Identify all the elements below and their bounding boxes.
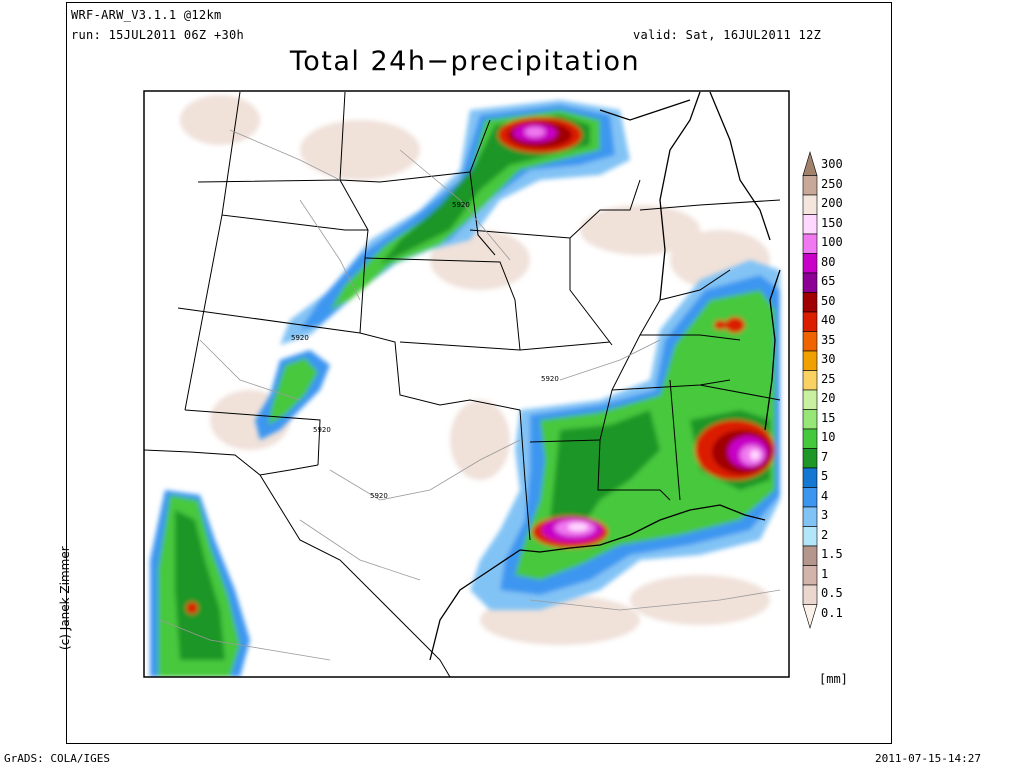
colorbar-swatch [802, 350, 818, 371]
contour-label: 5920 [370, 492, 388, 500]
contour-label: 5920 [291, 334, 309, 342]
political-boundaries [144, 91, 781, 677]
precipitation-colorbar [802, 150, 818, 630]
colorbar-label: 40 [821, 313, 836, 327]
colorbar-label: 150 [821, 215, 843, 230]
colorbar-swatch [802, 467, 818, 488]
map-title: Total 24h−precipitation [289, 46, 641, 77]
colorbar-swatch [802, 233, 818, 254]
colorbar-swatch [802, 272, 818, 293]
colorbar-label: 65 [821, 274, 836, 288]
author-credit: (c) Janek Zimmer [58, 546, 72, 650]
run-info: run: 15JUL2011 06Z +30h [71, 28, 245, 42]
colorbar-swatch [802, 331, 818, 352]
footer-software: GrADS: COLA/IGES [4, 752, 110, 765]
colorbar-swatch [802, 428, 818, 449]
colorbar-swatch [802, 150, 818, 176]
valid-time: valid: Sat, 16JUL2011 12Z [633, 28, 822, 42]
colorbar-swatch [802, 389, 818, 410]
precip-field [150, 95, 780, 677]
colorbar-swatch [802, 565, 818, 586]
height-contour-labels: 5920 5920 5920 5920 5920 [291, 201, 559, 500]
colorbar-swatch [802, 253, 818, 274]
colorbar-label: 15 [821, 410, 836, 425]
colorbar-swatch [802, 175, 818, 196]
colorbar-swatch [802, 545, 818, 566]
colorbar-label: 80 [821, 254, 836, 269]
colorbar-swatch [802, 194, 818, 215]
colorbar-swatch [802, 604, 818, 630]
colorbar-label: 10 [821, 430, 836, 444]
colorbar-swatch [802, 409, 818, 430]
colorbar-label: 3 [821, 508, 829, 522]
colorbar-label: 35 [821, 332, 836, 347]
colorbar-swatch [802, 584, 818, 605]
colorbar-label: 0.5 [821, 586, 843, 600]
model-info: WRF-ARW_V3.1.1 @12km [71, 8, 222, 22]
colorbar-label: 50 [821, 293, 836, 308]
colorbar-swatch [802, 214, 818, 235]
colorbar-swatch [802, 448, 818, 469]
colorbar-label: 100 [821, 235, 843, 249]
colorbar-label: 5 [821, 469, 829, 483]
colorbar-label: 7 [821, 449, 829, 464]
colorbar-label: 1 [821, 566, 829, 581]
footer-timestamp: 2011-07-15-14:27 [875, 752, 981, 765]
plot-frame [66, 2, 892, 744]
colorbar-label: 200 [821, 196, 843, 210]
map-border [143, 90, 790, 678]
colorbar-swatch [802, 487, 818, 508]
contour-label: 5920 [452, 201, 470, 209]
colorbar-swatch [802, 311, 818, 332]
colorbar-label: 4 [821, 488, 829, 503]
colorbar-label: 20 [821, 391, 836, 405]
colorbar-label: 25 [821, 371, 836, 386]
colorbar-swatch [802, 506, 818, 527]
colorbar-label: 0.1 [821, 605, 843, 620]
colorbar-unit: [mm] [819, 672, 848, 686]
contour-label: 5920 [541, 375, 559, 383]
colorbar-label: 30 [821, 352, 836, 366]
colorbar-swatch [802, 292, 818, 313]
contour-label: 5920 [313, 426, 331, 434]
colorbar-label: 300 [821, 157, 843, 171]
colorbar-label: 1.5 [821, 547, 843, 561]
colorbar-swatch [802, 526, 818, 547]
colorbar-label: 2 [821, 527, 829, 542]
colorbar-swatch [802, 370, 818, 391]
colorbar-label: 250 [821, 176, 843, 191]
